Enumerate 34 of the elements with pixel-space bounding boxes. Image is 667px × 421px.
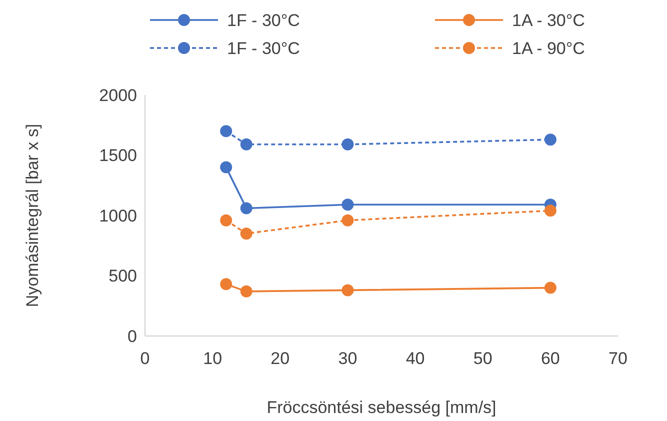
y-tick-label: 0 — [128, 326, 137, 346]
legend-label: 1A - 90°C — [512, 38, 585, 58]
point — [220, 125, 232, 138]
point — [544, 204, 556, 217]
x-tick-label: 20 — [270, 349, 290, 368]
point — [220, 214, 232, 226]
y-tick-label: 1500 — [99, 146, 137, 166]
point — [240, 202, 252, 214]
point — [342, 198, 354, 211]
x-tick-label: 10 — [203, 349, 222, 368]
x-tick-label: 40 — [406, 349, 425, 368]
y-tick-label: 1000 — [99, 206, 137, 226]
x-tick-label: 50 — [473, 349, 492, 368]
point — [544, 134, 556, 146]
x-tick-label: 0 — [140, 349, 150, 368]
point — [240, 285, 252, 298]
legend-label: 1F - 30°C — [227, 38, 300, 58]
x-tick-label: 70 — [608, 349, 628, 368]
point — [240, 138, 252, 150]
point — [342, 138, 354, 150]
x-tick-label: 30 — [338, 349, 358, 368]
legend-label: 1A - 30°C — [512, 10, 585, 30]
x-axis-title: Fröccsöntési sebesség [mm/s] — [266, 398, 496, 417]
point — [220, 278, 232, 290]
y-tick-label: 2000 — [99, 86, 137, 105]
point — [220, 161, 232, 174]
point — [544, 282, 556, 294]
point — [342, 214, 354, 226]
point — [240, 228, 252, 240]
legend-label: 1F - 30°C — [227, 10, 300, 30]
y-tick-label: 500 — [108, 266, 137, 286]
y-axis-title: Nyomásintegrál [bar x s] — [23, 124, 42, 308]
x-tick-label: 60 — [540, 349, 560, 368]
point — [342, 284, 354, 296]
